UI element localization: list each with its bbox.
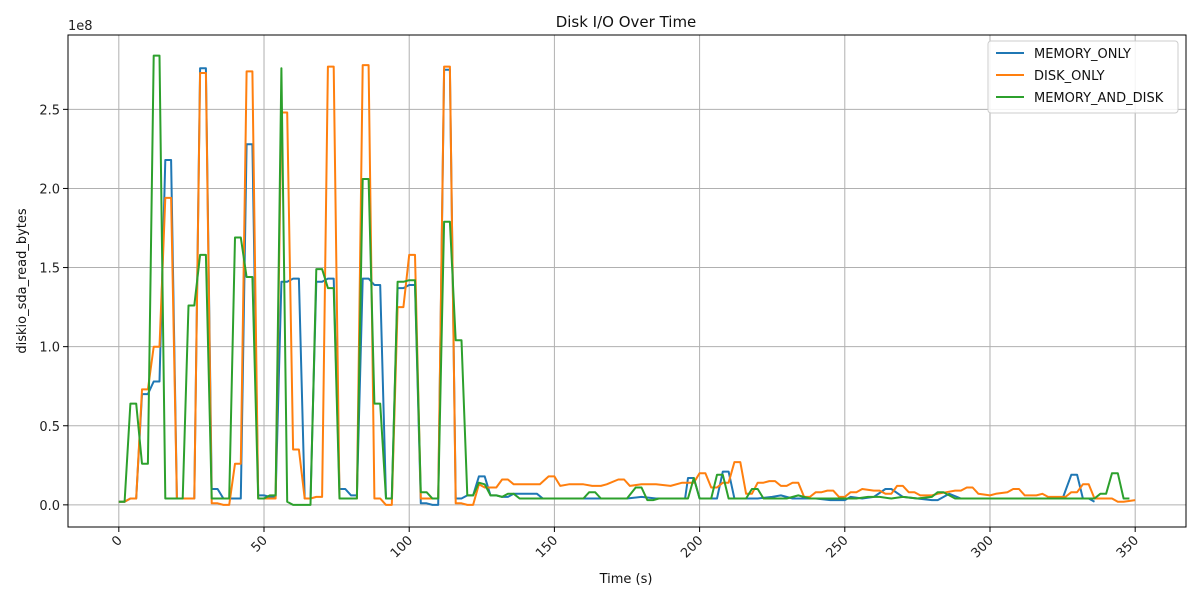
chart-title: Disk I/O Over Time (556, 13, 697, 31)
x-tick-label: 50 (249, 533, 271, 555)
legend-label-disk-only: DISK_ONLY (1034, 69, 1105, 84)
y-tick-label: 0.0 (39, 499, 60, 514)
legend-box (987, 40, 1179, 114)
y-tick-label: 1.5 (39, 262, 60, 277)
x-tick-label: 350 (1114, 533, 1142, 561)
y-tick-label: 1.0 (39, 341, 60, 356)
x-tick-label: 200 (678, 533, 706, 561)
x-tick-label: 250 (823, 533, 851, 561)
y-offset-label: 1e8 (68, 19, 93, 34)
series-line-memory-and-disk (118, 54, 1130, 506)
series-layer (118, 54, 1136, 506)
y-tick-label: 0.5 (39, 420, 60, 435)
x-tick-label: 300 (969, 533, 997, 561)
y-tick-label: 2.5 (39, 103, 60, 118)
legend-label-memory-only: MEMORY_ONLY (1034, 47, 1131, 62)
plot-area (67, 34, 1187, 528)
series-line-disk-only (118, 64, 1136, 506)
y-tick-label: 2.0 (39, 182, 60, 197)
x-tick-label: 150 (533, 533, 561, 561)
legend-label-memory-and-disk: MEMORY_AND_DISK (1034, 91, 1164, 106)
x-axis-label: Time (s) (599, 572, 653, 587)
x-tick-label: 0 (109, 533, 125, 549)
y-axis: 0.0 0.5 1.0 1.5 2.0 2.5 (39, 103, 68, 514)
x-tick-label: 100 (388, 533, 416, 561)
series-line-memory-only (118, 67, 1095, 506)
legend: MEMORY_ONLY DISK_ONLY MEMORY_AND_DISK (987, 40, 1179, 114)
x-axis: 0 50 100 150 200 250 300 350 (109, 527, 1142, 561)
y-axis-label: diskio_sda_read_bytes (15, 208, 30, 354)
